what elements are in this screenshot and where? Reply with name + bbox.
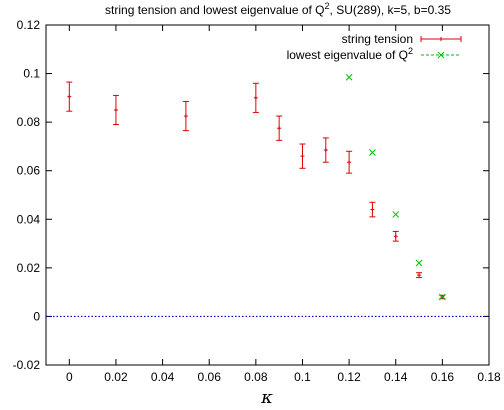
series-eigenvalue bbox=[345, 73, 446, 301]
data-point-eigenvalue bbox=[415, 259, 423, 267]
data-point-string-tension bbox=[322, 137, 329, 163]
data-point-eigenvalue bbox=[392, 211, 400, 218]
legend-swatch-eigenvalue bbox=[421, 51, 461, 59]
chart-title-prefix: string tension and lowest eigenvalue of … bbox=[105, 3, 324, 17]
marker-cross-b bbox=[369, 149, 376, 156]
x-tick-label: 0.1 bbox=[294, 370, 311, 384]
data-point-eigenvalue bbox=[345, 73, 353, 81]
y-tick-label: 0.02 bbox=[17, 261, 41, 275]
x-tick-label: 0.14 bbox=[384, 370, 408, 384]
marker-cross-b bbox=[437, 51, 445, 59]
x-tick-labels: 0 0.02 0.04 0.06 0.08 0.1 0.12 0.14 0.16 0.18 bbox=[66, 370, 501, 384]
y-tick-label: 0.04 bbox=[17, 212, 41, 226]
marker-cross-b bbox=[439, 293, 446, 301]
series-layer bbox=[66, 73, 446, 301]
y-tick-label: -0.02 bbox=[13, 358, 41, 372]
x-tick-label: 0.12 bbox=[337, 370, 361, 384]
y-tick-label: 0.08 bbox=[17, 115, 41, 129]
y-tick-label: 0 bbox=[33, 309, 40, 323]
data-point-string-tension bbox=[369, 201, 376, 218]
data-point-eigenvalue bbox=[369, 149, 376, 156]
chart-title: string tension and lowest eigenvalue of … bbox=[105, 1, 451, 17]
data-point-eigenvalue bbox=[439, 293, 446, 301]
x-tick-label: 0.08 bbox=[244, 370, 268, 384]
legend-label-eigenvalue: lowest eigenvalue of Q2 bbox=[287, 46, 413, 62]
y-tick-label: 0.12 bbox=[17, 18, 41, 32]
y-tick-labels: -0.02 0 0.02 0.04 0.06 0.08 0.1 0.12 bbox=[13, 18, 41, 372]
marker-cross-b bbox=[345, 73, 353, 81]
x-tick-label: 0.06 bbox=[198, 370, 222, 384]
legend: string tension lowest eigenvalue of Q2 bbox=[287, 32, 462, 62]
y-tick-label: 0.06 bbox=[17, 164, 41, 178]
x-tick-label: 0.02 bbox=[104, 370, 128, 384]
marker-cross-b bbox=[392, 211, 400, 218]
chart-title-suffix: , SU(289), k=5, b=0.35 bbox=[330, 3, 452, 17]
series-string-tension bbox=[66, 81, 446, 300]
data-point-string-tension bbox=[252, 82, 259, 113]
data-point-string-tension bbox=[416, 272, 423, 279]
x-tick-label: 0 bbox=[66, 370, 73, 384]
data-point-string-tension bbox=[392, 230, 399, 242]
x-tick-label: 0.18 bbox=[477, 370, 501, 384]
chart-title-sup: 2 bbox=[325, 1, 330, 11]
x-axis-label: κ bbox=[260, 387, 273, 408]
data-point-string-tension bbox=[66, 81, 73, 112]
plot-frame bbox=[45, 24, 490, 366]
legend-swatch-string-tension bbox=[420, 36, 462, 42]
y-tick-label: 0.1 bbox=[23, 67, 40, 81]
legend-label-string-tension: string tension bbox=[342, 32, 413, 46]
x-tick-label: 0.04 bbox=[151, 370, 175, 384]
data-point-string-tension bbox=[346, 150, 353, 174]
data-point-string-tension bbox=[299, 143, 306, 169]
data-point-string-tension bbox=[182, 101, 189, 132]
tick-marks bbox=[46, 24, 490, 366]
data-point-string-tension bbox=[276, 115, 283, 141]
marker-cross-b bbox=[415, 259, 423, 267]
data-point-string-tension bbox=[112, 94, 119, 126]
x-tick-label: 0.16 bbox=[431, 370, 455, 384]
legend-swatches bbox=[420, 36, 462, 59]
